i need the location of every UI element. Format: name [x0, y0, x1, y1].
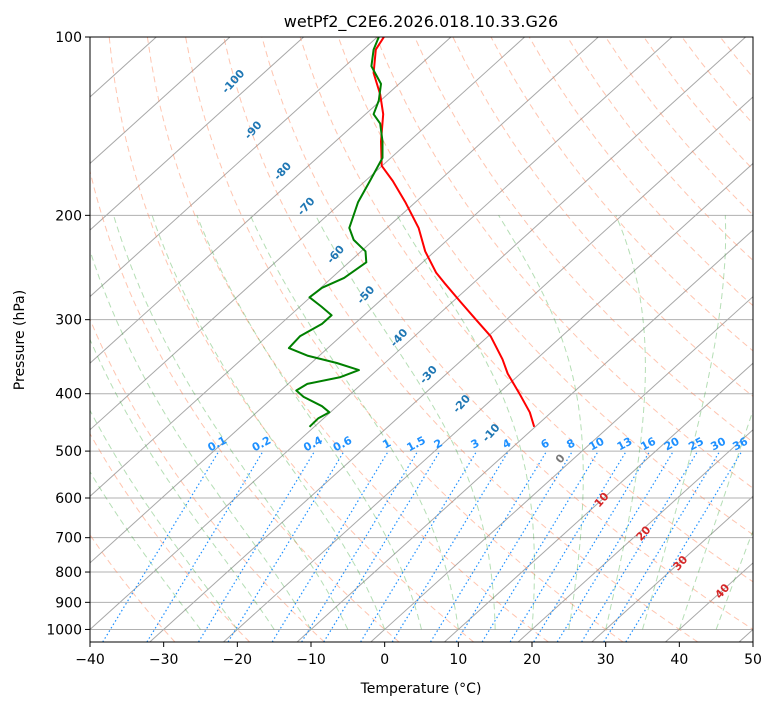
x-tick-label: 50	[744, 652, 762, 668]
y-axis-label: Pressure (hPa)	[12, 290, 28, 390]
y-tick-label: 1000	[46, 622, 82, 638]
dry-adiabat-line	[90, 534, 176, 642]
mixing-ratio-line	[323, 450, 441, 642]
x-tick-label: 0	[380, 652, 389, 668]
isotherm-line	[591, 495, 753, 642]
mixing-ratio-label: 13	[615, 435, 635, 454]
plot-area: 0.1 0.2 0.4 0.6 1 1.5 2 3 4 6 8 10 13 16 20 25 30 36-100-…	[89, 36, 754, 643]
mixing-ratio-label: 10	[587, 435, 607, 454]
x-tick-label: 40	[670, 652, 688, 668]
moist-adiabat-line	[90, 338, 275, 630]
dewpoint-profile-line	[287, 37, 384, 428]
y-tick-label: 400	[55, 387, 82, 403]
y-tick-label: 900	[55, 595, 82, 611]
isotherm-line	[90, 37, 746, 631]
dry-adiabat-line	[223, 37, 699, 642]
moist-adiabat-line	[151, 215, 386, 630]
moist-adiabat-line	[605, 215, 646, 630]
isotherm-line	[90, 37, 599, 497]
moist-adiabat-line	[315, 215, 496, 630]
y-tick-label: 500	[55, 444, 82, 460]
dry-adiabat-line	[299, 37, 753, 583]
sounding-series	[287, 37, 536, 428]
isotherm-line	[90, 37, 673, 564]
y-tick-label: 100	[55, 30, 82, 46]
isotherm-line	[90, 37, 231, 165]
y-tick-label: 800	[55, 565, 82, 581]
mixing-ratio-line	[146, 450, 264, 642]
mixing-ratio-line	[509, 450, 627, 642]
y-tick-label: 200	[55, 208, 82, 224]
dry-adiabat-line	[337, 37, 753, 536]
x-tick-label: −30	[149, 652, 179, 668]
isotherm-line	[223, 162, 753, 642]
mixing-ratio-line	[603, 450, 721, 642]
mixing-ratio-label: 20	[662, 435, 682, 454]
plot-frame	[89, 36, 754, 643]
isotherm-line	[370, 295, 753, 642]
mixing-ratio-label: 36	[730, 435, 750, 454]
dry-adiabat-line	[90, 169, 400, 642]
x-tick-label: 20	[523, 652, 541, 668]
isotherm-line	[90, 37, 525, 431]
isotherm-line	[90, 37, 378, 298]
moist-adiabat-line	[196, 215, 422, 630]
mixing-ratio-line	[581, 450, 699, 642]
mixing-ratio-label: 16	[638, 435, 658, 454]
mixing-ratio-label: 30	[708, 435, 728, 454]
x-axis: −40 −30 −20 −10 0 10 20 30 40 50	[75, 642, 762, 668]
x-tick-label: 10	[449, 652, 467, 668]
dry-adiabat-line	[108, 37, 475, 642]
isotherm-line	[296, 229, 753, 642]
mixing-ratio-line	[625, 450, 743, 642]
dry-adiabat-line	[185, 37, 624, 642]
plot-background	[90, 37, 753, 642]
moist-adiabat-line	[396, 215, 535, 630]
x-tick-label: 30	[597, 652, 615, 668]
mixing-ratio-line	[301, 450, 419, 642]
x-axis-label: Temperature (°C)	[360, 681, 482, 697]
mixing-ratio-line	[481, 450, 599, 642]
moist-adiabat-line	[498, 215, 584, 630]
dry-adiabat-line	[90, 318, 325, 642]
mixing-ratio-line	[102, 450, 220, 642]
isotherm-line	[444, 362, 753, 642]
mixing-ratio-line	[533, 450, 651, 642]
mixing-ratio-line	[556, 450, 674, 642]
isotherm-line	[149, 96, 753, 642]
y-tick-label: 300	[55, 313, 82, 329]
moist-adiabat-line	[90, 409, 238, 630]
isotherm-line	[90, 37, 304, 231]
y-axis: 100 200 300 400 500 600 700 800 900 1000	[46, 30, 90, 638]
mixing-ratio-line	[429, 450, 548, 642]
dry-adiabat-line	[146, 37, 549, 642]
x-tick-label: −40	[75, 652, 105, 668]
isotherm-line	[517, 429, 753, 642]
mixing-ratio-line	[455, 450, 574, 642]
mixing-ratio-line	[271, 450, 389, 642]
temperature-profile-line	[372, 37, 536, 428]
x-tick-label: −20	[223, 652, 253, 668]
moist-adiabat-line	[90, 470, 201, 630]
y-tick-label: 700	[55, 531, 82, 547]
isotherm-line	[90, 37, 452, 364]
dry-adiabat-line	[90, 432, 250, 642]
chart-title: wetPf2_C2E6.2026.018.10.33.G26	[284, 12, 558, 32]
mixing-ratio-line	[391, 450, 509, 642]
mixing-ratio-line	[360, 450, 478, 642]
mixing-ratio-line	[227, 450, 345, 642]
mixing-ratio-label: 25	[686, 435, 706, 454]
x-tick-label: −10	[296, 652, 326, 668]
moist-adiabat-line	[642, 215, 727, 630]
dry-adiabat-line	[261, 37, 753, 631]
dry-adiabat-line	[376, 37, 753, 489]
moist-adiabat-line	[90, 249, 312, 630]
mixing-ratio-line	[197, 450, 316, 642]
y-tick-label: 600	[55, 491, 82, 507]
background-lines	[90, 37, 753, 642]
dry-adiabat-line	[452, 37, 753, 397]
moist-adiabat-line	[113, 215, 349, 630]
